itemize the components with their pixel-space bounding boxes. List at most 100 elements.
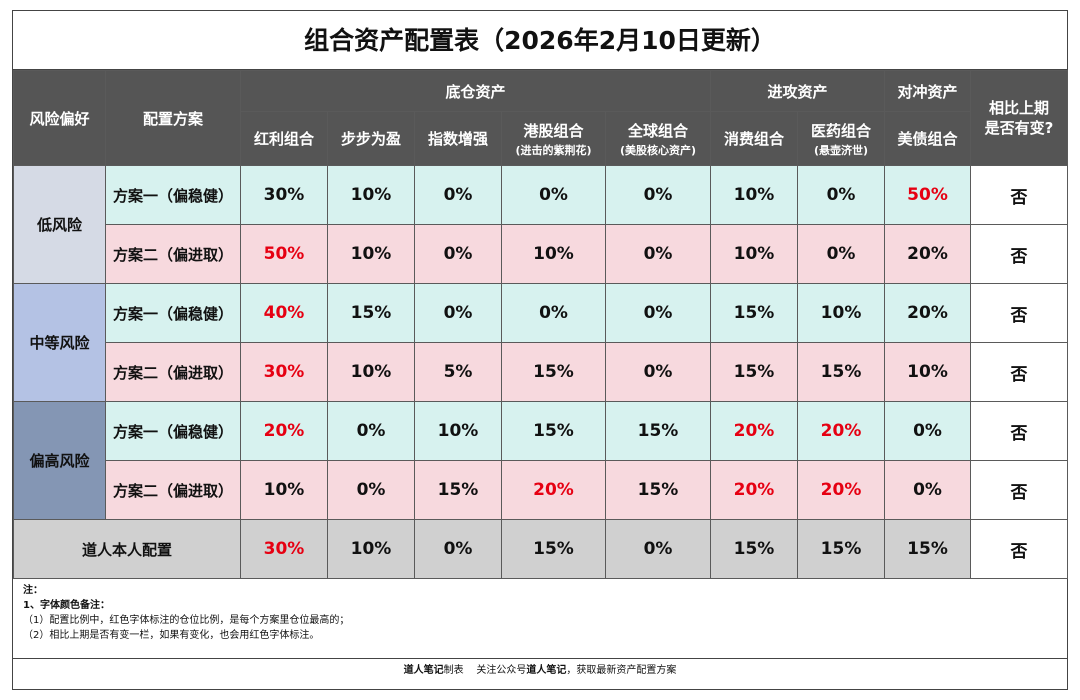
- allocation-value: 20%: [884, 224, 972, 284]
- footer-brand-1: 道人笔记: [403, 665, 444, 676]
- allocation-value: 50%: [240, 224, 328, 284]
- column-header-name: 消费组合: [723, 130, 784, 148]
- allocation-value: 10%: [796, 283, 886, 343]
- plan-label: 方案一（偏稳健）: [105, 283, 241, 343]
- allocation-value: 0%: [605, 165, 711, 225]
- change-indicator: 否: [970, 519, 1069, 579]
- allocation-value: 10%: [710, 224, 798, 284]
- allocation-value: 15%: [884, 519, 972, 579]
- notes-line1: （1）配置比例中，红色字体标注的仓位比例，是每个方案里仓位最高的；: [23, 615, 350, 626]
- column-header-sub: (美股核心资产): [619, 143, 697, 157]
- allocation-value: 10%: [501, 224, 606, 284]
- allocation-value: 0%: [884, 401, 972, 461]
- header-group-hedge: 对冲资产: [884, 70, 972, 112]
- header-risk: 风险偏好: [13, 70, 106, 166]
- column-header-name: 美债组合: [897, 130, 958, 148]
- footer: 道人笔记制表 关注公众号道人笔记，获取最新资产配置方案: [13, 659, 1067, 683]
- allocation-value: 20%: [796, 401, 886, 461]
- column-header-sub: (进击的紫荆花): [515, 143, 592, 157]
- column-header-sub: (悬壶济世): [813, 143, 869, 157]
- allocation-value: 0%: [796, 224, 886, 284]
- page-title: 组合资产配置表（2026年2月10日更新）: [13, 11, 1067, 70]
- table-row: 中等风险 方案一（偏稳健） 40% 15% 0% 0% 0% 15% 10% 20% 否: [13, 283, 1069, 402]
- table-row: 方案二（偏进取） 50% 10% 0% 10% 0% 10% 0% 20% 否: [14, 224, 1069, 284]
- header-plan: 配置方案: [105, 70, 241, 166]
- allocation-value: 15%: [796, 519, 886, 579]
- allocation-value: 15%: [501, 401, 606, 461]
- footer-text-1: 制表 关注公众号: [443, 665, 527, 676]
- allocation-value: 20%: [710, 460, 798, 520]
- allocation-value: 15%: [710, 283, 798, 343]
- allocation-value: 20%: [796, 460, 886, 520]
- allocation-value: 15%: [710, 519, 798, 579]
- plan-label: 方案二（偏进取）: [105, 224, 241, 284]
- column-header: 全球组合 (美股核心资产): [605, 111, 711, 166]
- allocation-value: 0%: [327, 401, 415, 461]
- plan-label: 方案二（偏进取）: [105, 460, 241, 520]
- column-header-name: 红利组合: [253, 130, 314, 148]
- allocation-value: 20%: [501, 460, 606, 520]
- risk-level-label: 偏高风险: [13, 401, 106, 520]
- allocation-value: 0%: [605, 519, 711, 579]
- column-header: 消费组合: [710, 111, 798, 166]
- self-config-label: 道人本人配置: [13, 519, 241, 579]
- change-indicator: 否: [970, 460, 1069, 520]
- allocation-value: 15%: [414, 460, 502, 520]
- allocation-value: 15%: [327, 283, 415, 343]
- allocation-value: 15%: [605, 401, 711, 461]
- allocation-value: 0%: [327, 460, 415, 520]
- allocation-value: 0%: [884, 460, 972, 520]
- table-row: 偏高风险 方案一（偏稳健） 20% 0% 10% 15% 15% 20% 20% 0% 否: [13, 401, 1069, 520]
- allocation-value: 15%: [710, 342, 798, 402]
- risk-level-label: 低风险: [13, 165, 106, 284]
- allocation-value: 0%: [414, 224, 502, 284]
- notes-line2: （2）相比上期是否有变一栏，如果有变化，也会用红色字体标注。: [23, 630, 320, 641]
- column-header-name: 港股组合: [523, 121, 584, 140]
- allocation-value: 15%: [501, 342, 606, 402]
- allocation-value: 10%: [327, 342, 415, 402]
- allocation-value: 10%: [240, 460, 328, 520]
- footer-text-2: ，获取最新资产配置方案: [566, 665, 677, 676]
- column-header-name: 医药组合: [811, 121, 872, 140]
- allocation-value: 5%: [414, 342, 502, 402]
- allocation-value: 0%: [605, 342, 711, 402]
- allocation-value: 30%: [240, 165, 328, 225]
- plan-label: 方案二（偏进取）: [105, 342, 241, 402]
- change-indicator: 否: [970, 401, 1069, 461]
- footer-brand-2: 道人笔记: [526, 665, 567, 676]
- allocation-value: 30%: [240, 342, 328, 402]
- notes-heading: 注：: [23, 585, 43, 596]
- change-indicator: 否: [970, 165, 1069, 225]
- allocation-value: 50%: [884, 165, 972, 225]
- allocation-value: 20%: [884, 283, 972, 343]
- header-group-attack: 进攻资产: [709, 70, 886, 112]
- table-row: 方案二（偏进取） 10% 0% 15% 20% 15% 20% 20% 0% 否: [14, 460, 1069, 520]
- allocation-value: 0%: [796, 165, 886, 225]
- column-header: 步步为盈: [327, 111, 415, 166]
- change-indicator: 否: [970, 342, 1069, 402]
- column-header: 指数增强: [414, 111, 502, 166]
- allocation-sheet: 组合资产配置表（2026年2月10日更新） 风险偏好 配置方案 底仓资产 进攻资…: [12, 10, 1069, 690]
- plan-label: 方案一（偏稳健）: [105, 165, 241, 225]
- allocation-value: 30%: [240, 519, 328, 579]
- header-compare: 相比上期是否有变?: [970, 70, 1069, 166]
- risk-level-label: 中等风险: [13, 283, 106, 402]
- allocation-value: 20%: [710, 401, 798, 461]
- table-row: 方案二（偏进取） 30% 10% 5% 15% 0% 15% 15% 10% 否: [14, 342, 1069, 402]
- allocation-value: 15%: [796, 342, 886, 402]
- allocation-value: 10%: [327, 165, 415, 225]
- column-header: 红利组合: [240, 111, 328, 166]
- column-header-name: 步步为盈: [340, 130, 401, 148]
- change-indicator: 否: [970, 283, 1069, 343]
- allocation-table: 风险偏好 配置方案 底仓资产 进攻资产 对冲资产 相比上期是否有变? 红利组合 步…: [13, 70, 1069, 579]
- column-header-name: 全球组合: [627, 121, 688, 140]
- column-header: 港股组合 (进击的紫荆花): [501, 111, 606, 166]
- allocation-value: 0%: [414, 283, 502, 343]
- notes-item1: 1、字体颜色备注：: [23, 600, 110, 611]
- self-config-row: 道人本人配置 30% 10% 0% 15% 0% 15% 15% 15% 否: [13, 519, 1069, 579]
- header-group-base: 底仓资产: [240, 70, 711, 112]
- allocation-value: 10%: [710, 165, 798, 225]
- column-header-name: 指数增强: [427, 130, 488, 148]
- allocation-value: 20%: [240, 401, 328, 461]
- column-header: 美债组合: [884, 111, 972, 166]
